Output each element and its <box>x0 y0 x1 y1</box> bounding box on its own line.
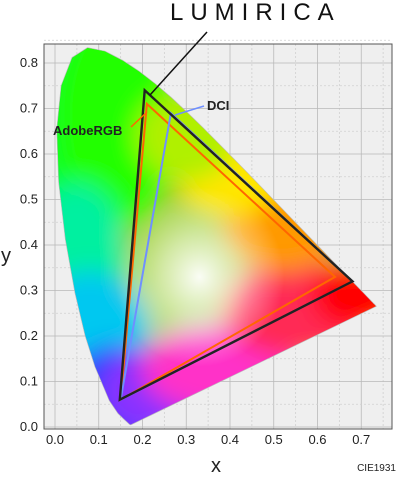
y-tick-label: 0.4 <box>20 237 38 252</box>
y-tick-label: 0.0 <box>20 419 38 434</box>
y-tick-label: 0.5 <box>20 192 38 207</box>
series-label-dci: DCI <box>207 98 229 113</box>
y-axis-ticks: 0.0 0.1 0.2 0.3 0.4 0.5 0.6 0.7 0.8 <box>20 55 38 434</box>
x-tick-label: 0.2 <box>133 432 151 447</box>
x-tick-label: 0.6 <box>308 432 326 447</box>
y-tick-label: 0.2 <box>20 328 38 343</box>
y-tick-label: 0.6 <box>20 146 38 161</box>
x-tick-label: 0.7 <box>352 432 370 447</box>
dci-callout-line <box>174 105 205 116</box>
gamut-triangle-lumirica <box>118 87 355 402</box>
y-tick-label: 0.3 <box>20 283 38 298</box>
x-tick-label: 0.5 <box>265 432 283 447</box>
x-tick-label: 0.3 <box>177 432 195 447</box>
y-axis-title: y <box>1 245 11 267</box>
x-axis-ticks: 0.0 0.1 0.2 0.3 0.4 0.5 0.6 0.7 <box>46 432 370 447</box>
y-tick-label: 0.7 <box>20 101 38 116</box>
plot-frame <box>43 43 393 430</box>
adobergb-callout-line <box>130 111 148 128</box>
spectral-locus-outline <box>56 47 377 426</box>
y-tick-label: 0.1 <box>20 374 38 389</box>
y-tick-label: 0.8 <box>20 55 38 70</box>
footnote-cie1931: CIE1931 <box>357 463 396 474</box>
x-axis-title: x <box>211 455 221 477</box>
x-tick-label: 0.0 <box>46 432 64 447</box>
brand-logo-text: LUMIRICA <box>170 0 341 26</box>
gamut-triangle-adobergb <box>119 101 337 402</box>
lumirica-callout-line <box>149 31 208 96</box>
series-label-adobergb: AdobeRGB <box>53 123 122 138</box>
x-tick-label: 0.4 <box>221 432 239 447</box>
x-tick-label: 0.1 <box>90 432 108 447</box>
